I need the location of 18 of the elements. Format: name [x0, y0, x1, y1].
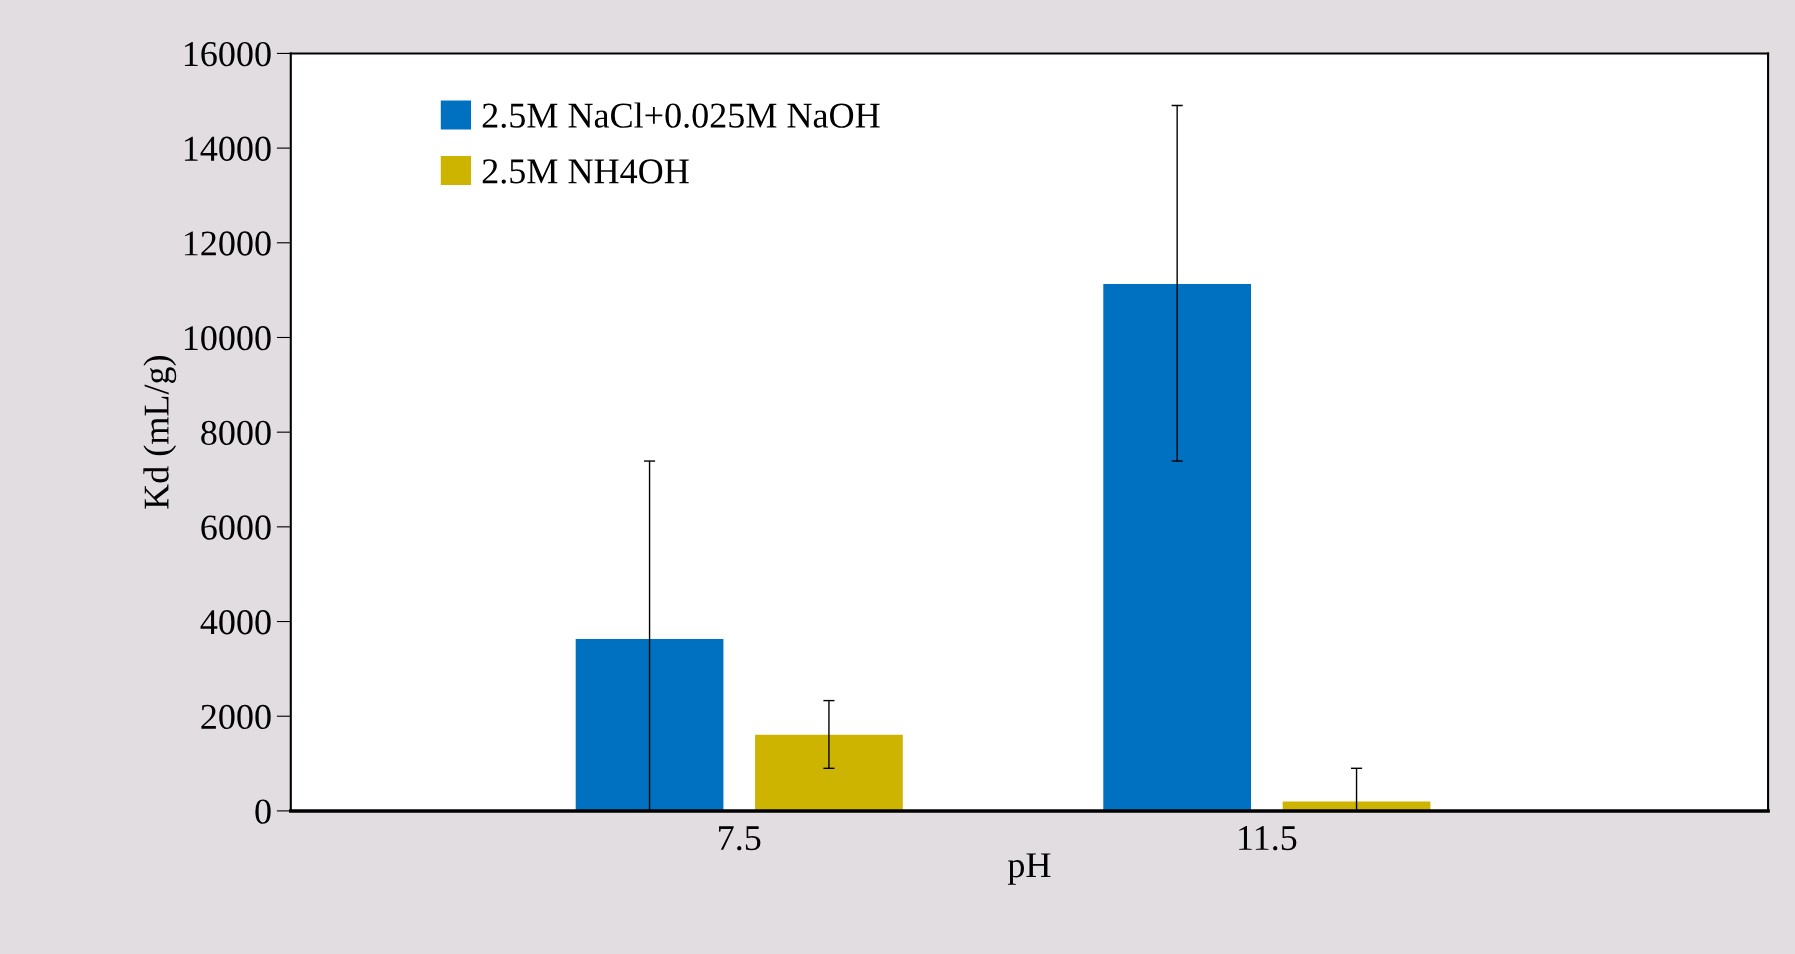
y-tick-label: 8000	[201, 420, 271, 446]
bar	[575, 639, 724, 811]
y-axis-title: Kd (mL/g)	[143, 356, 177, 509]
y-tick-label: 12000	[184, 231, 271, 256]
y-tick-label: 6000	[201, 515, 271, 540]
y-tick-label: 0	[255, 799, 271, 824]
y-tick-label: 14000	[184, 136, 271, 161]
bar	[755, 734, 903, 811]
y-tick-label: 4000	[200, 610, 271, 635]
x-tick-label: 11.5	[1239, 826, 1297, 851]
x-tick-label: 7.5	[719, 826, 761, 851]
y-tick-label: 10000	[184, 325, 271, 351]
x-axis-title: pH	[1007, 853, 1051, 885]
bar	[1103, 283, 1252, 811]
y-tick-label: 2000	[201, 704, 271, 730]
legend-label: 2.5M NH4OH	[482, 159, 689, 184]
legend-label: 2.5M NaCl+0.025M NaOH	[482, 102, 880, 128]
y-tick-label: 16000	[184, 41, 271, 67]
